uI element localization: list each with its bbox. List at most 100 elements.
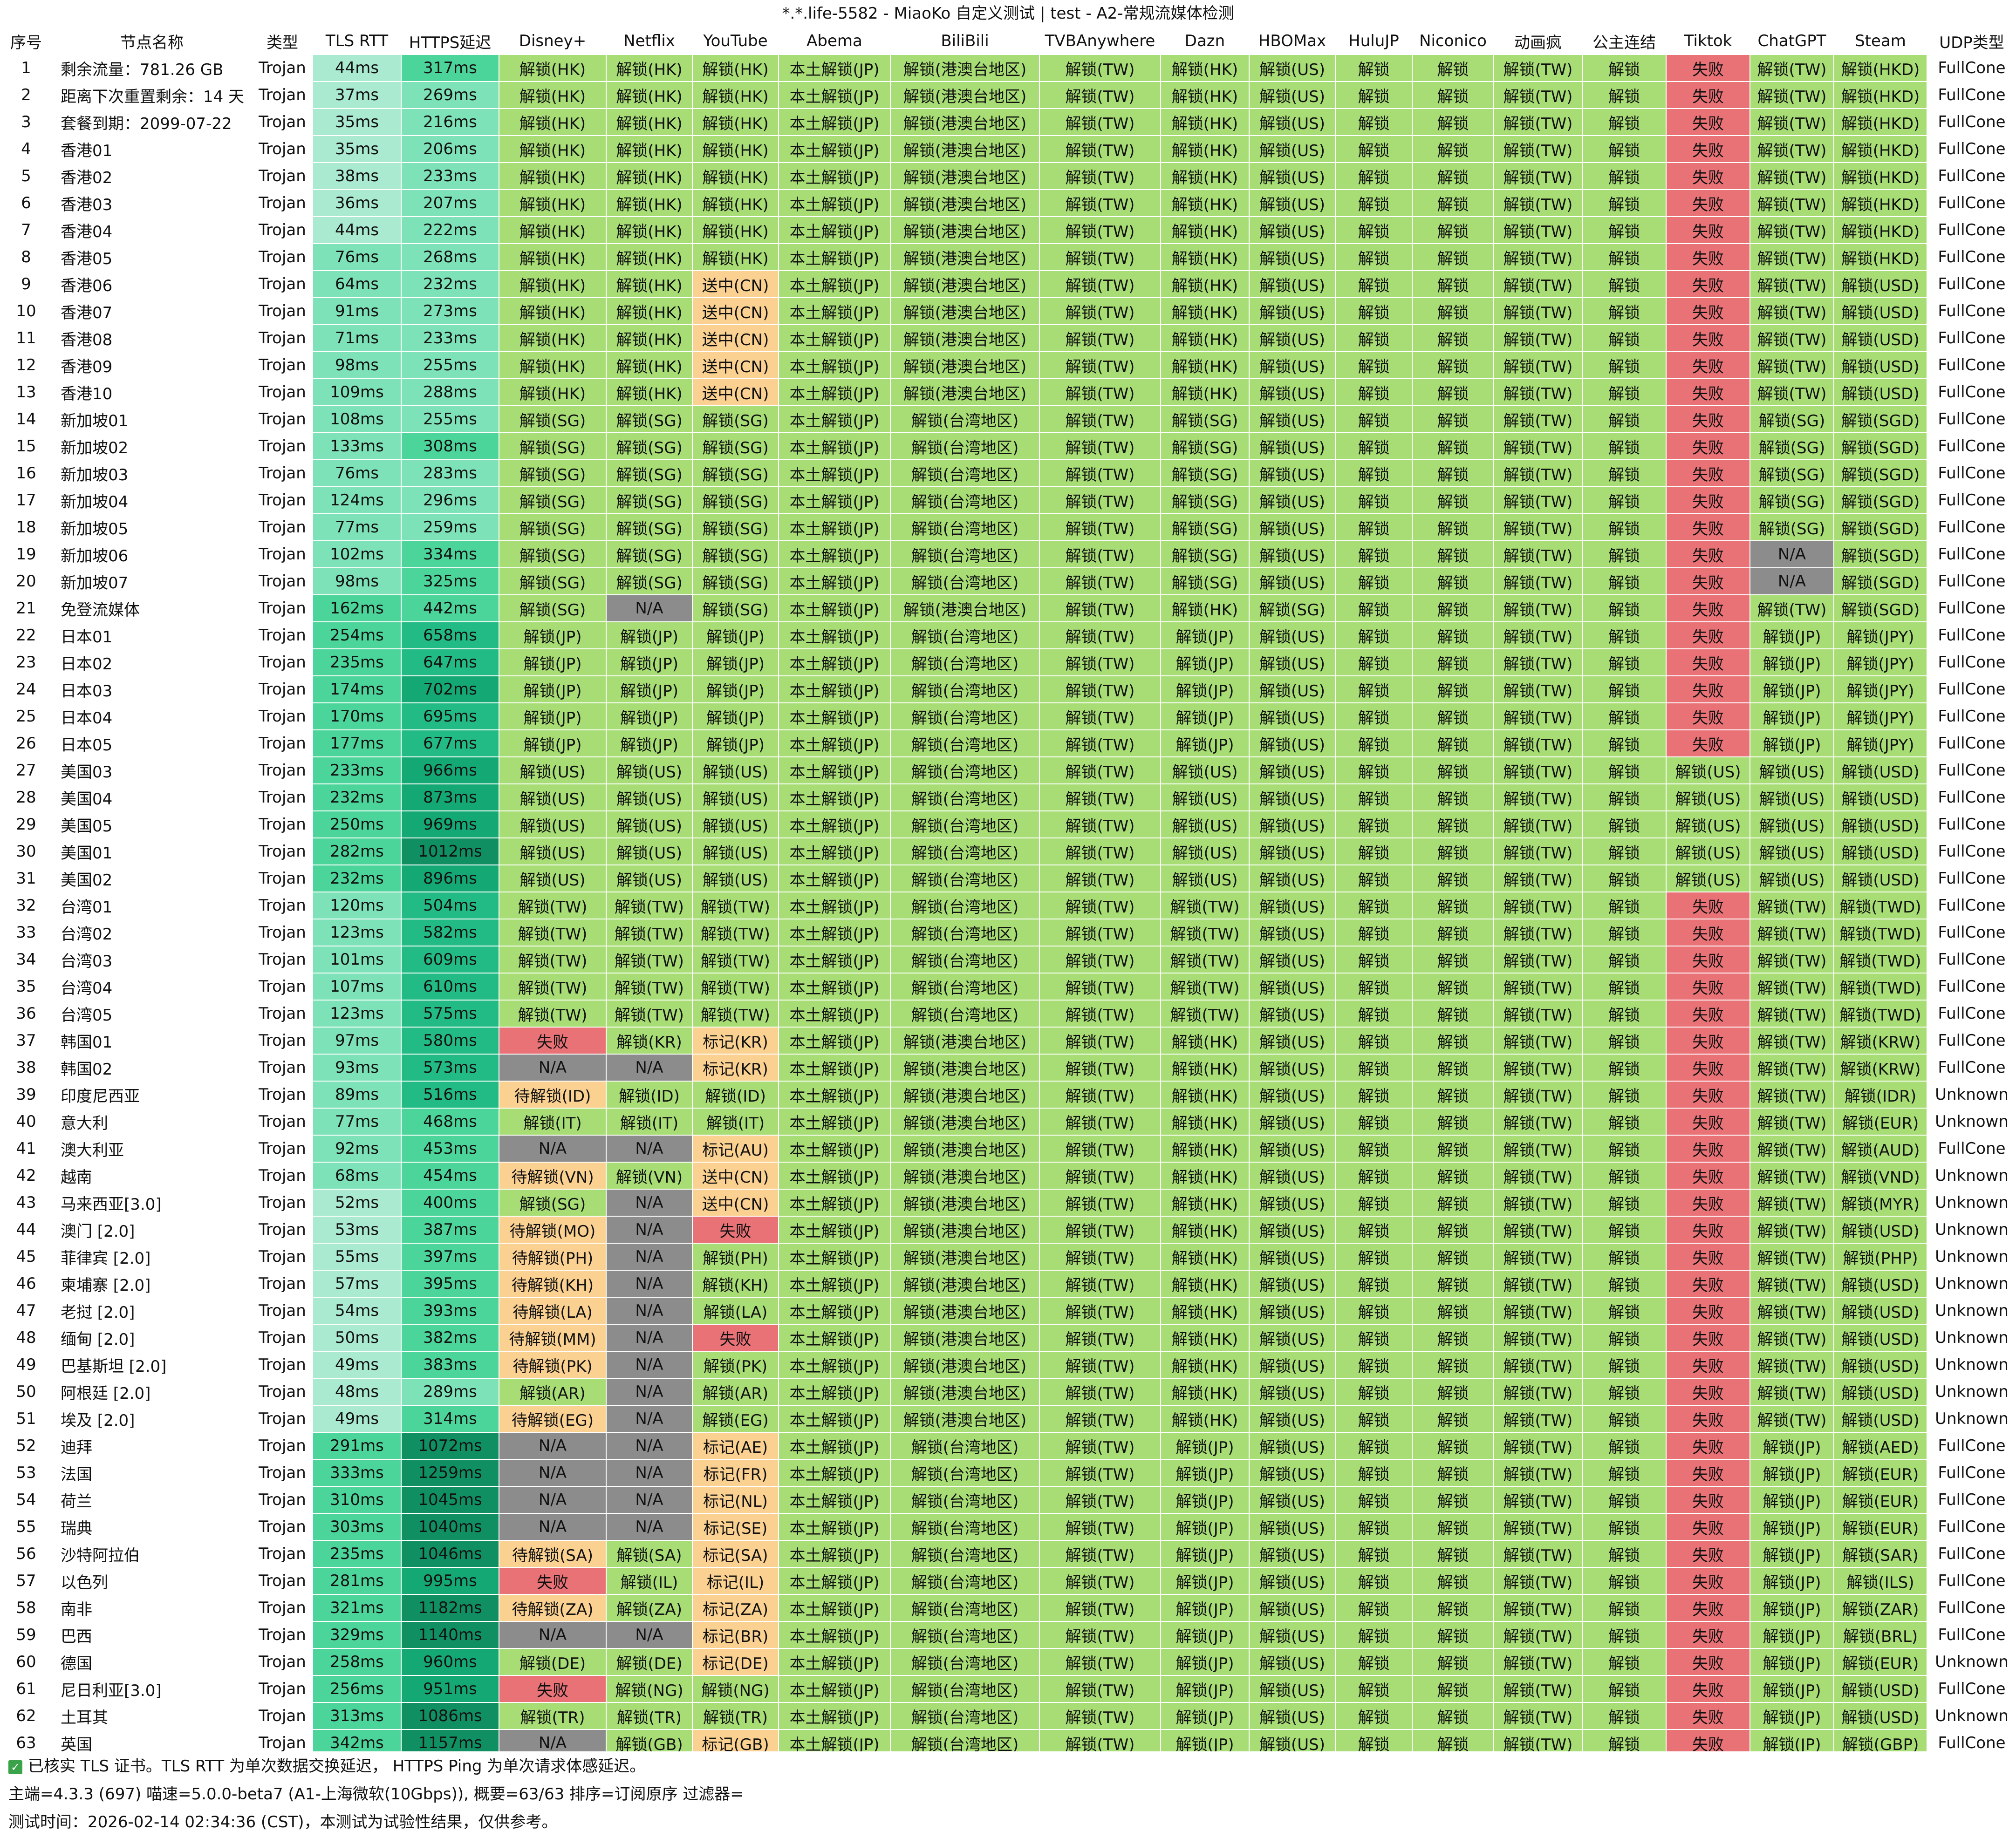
table-row[interactable]: 62 土耳其 Trojan 313ms 1086ms 解锁(TR) 解锁(TR) 解锁(TR)… bbox=[0, 1702, 2016, 1730]
table-row[interactable]: 15 新加坡02 Trojan 133ms 308ms 解锁(SG) 解锁(SG) 解锁(SG… bbox=[0, 432, 2016, 460]
table-row[interactable]: 41 澳大利亚 Trojan 92ms 453ms N/A N/A 标记(AU) 本土解锁(JP… bbox=[0, 1135, 2016, 1163]
table-row[interactable]: 5 香港02 Trojan 38ms 233ms 解锁(HK) 解锁(HK) 解锁(HK) 本土… bbox=[0, 162, 2016, 190]
unlock-status-cell: 解锁(US) bbox=[606, 756, 693, 784]
row-index-cell: 32 bbox=[0, 892, 52, 919]
column-header[interactable]: Netflix bbox=[606, 27, 693, 55]
table-row[interactable]: 47 老挝 [2.0] Trojan 54ms 393ms 待解锁(LA) N/A 解锁(LA… bbox=[0, 1297, 2016, 1325]
column-header[interactable]: TLS RTT bbox=[312, 27, 402, 55]
table-row[interactable]: 9 香港06 Trojan 64ms 232ms 解锁(HK) 解锁(HK) 送中(CN) 本土… bbox=[0, 270, 2016, 298]
column-header[interactable]: Niconico bbox=[1412, 27, 1494, 55]
table-row[interactable]: 38 韩国02 Trojan 93ms 573ms N/A N/A 标记(KR) 本土解锁(JP… bbox=[0, 1054, 2016, 1082]
unlock-status-cell: 标记(AU) bbox=[692, 1135, 779, 1163]
table-row[interactable]: 56 沙特阿拉伯 Trojan 235ms 1046ms 待解锁(SA) 解锁(SA) 标记(… bbox=[0, 1540, 2016, 1568]
table-row[interactable]: 19 新加坡06 Trojan 102ms 334ms 解锁(SG) 解锁(SG) 解锁(SG… bbox=[0, 540, 2016, 568]
table-row[interactable]: 8 香港05 Trojan 76ms 268ms 解锁(HK) 解锁(HK) 解锁(HK) 本土… bbox=[0, 243, 2016, 271]
table-row[interactable]: 32 台湾01 Trojan 120ms 504ms 解锁(TW) 解锁(TW) 解锁(TW)… bbox=[0, 892, 2016, 919]
table-row[interactable]: 18 新加坡05 Trojan 77ms 259ms 解锁(SG) 解锁(SG) 解锁(SG)… bbox=[0, 513, 2016, 541]
column-header[interactable]: HTTPS延迟 bbox=[401, 27, 499, 55]
unlock-status-cell: 解锁(HK) bbox=[606, 378, 693, 406]
column-header[interactable]: HBOMax bbox=[1249, 27, 1336, 55]
table-row[interactable]: 46 柬埔寨 [2.0] Trojan 57ms 395ms 待解锁(KH) N/A 解锁(K… bbox=[0, 1270, 2016, 1298]
table-row[interactable]: 21 免登流媒体 Trojan 162ms 442ms 解锁(SG) N/A 解锁(SG) 本土… bbox=[0, 594, 2016, 622]
unlock-status-cell: N/A bbox=[499, 1054, 607, 1082]
column-header[interactable]: YouTube bbox=[692, 27, 779, 55]
https-latency-cell: 1140ms bbox=[401, 1621, 499, 1649]
table-row[interactable]: 28 美国04 Trojan 232ms 873ms 解锁(US) 解锁(US) 解锁(US)… bbox=[0, 783, 2016, 811]
table-row[interactable]: 6 香港03 Trojan 36ms 207ms 解锁(HK) 解锁(HK) 解锁(HK) 本土… bbox=[0, 189, 2016, 217]
table-row[interactable]: 40 意大利 Trojan 77ms 468ms 解锁(IT) 解锁(IT) 解锁(IT) 本土… bbox=[0, 1108, 2016, 1136]
udp-type-cell: FullCone bbox=[1927, 378, 2016, 406]
table-row[interactable]: 12 香港09 Trojan 98ms 255ms 解锁(HK) 解锁(HK) 送中(CN) 本… bbox=[0, 351, 2016, 379]
unlock-status-cell: 待解锁(SA) bbox=[499, 1540, 607, 1568]
table-row[interactable]: 44 澳门 [2.0] Trojan 53ms 387ms 待解锁(MO) N/A 失败 本土解… bbox=[0, 1216, 2016, 1244]
table-row[interactable]: 58 南非 Trojan 321ms 1182ms 待解锁(ZA) 解锁(ZA) 标记(ZA)… bbox=[0, 1594, 2016, 1622]
tls-rtt-cell: 68ms bbox=[312, 1162, 402, 1190]
table-row[interactable]: 2 距离下次重置剩余：14 天 Trojan 37ms 269ms 解锁(HK) 解锁(HK… bbox=[0, 81, 2016, 109]
unlock-status-cell: 解锁(EUR) bbox=[1833, 1108, 1927, 1136]
table-row[interactable]: 20 新加坡07 Trojan 98ms 325ms 解锁(SG) 解锁(SG) 解锁(SG)… bbox=[0, 567, 2016, 595]
table-row[interactable]: 26 日本05 Trojan 177ms 677ms 解锁(JP) 解锁(JP) 解锁(JP)… bbox=[0, 729, 2016, 757]
table-row[interactable]: 53 法国 Trojan 333ms 1259ms N/A N/A 标记(FR) 本土解锁(JP… bbox=[0, 1459, 2016, 1487]
table-row[interactable]: 57 以色列 Trojan 281ms 995ms 失败 解锁(IL) 标记(IL) 本土解锁(… bbox=[0, 1567, 2016, 1595]
table-row[interactable]: 51 埃及 [2.0] Trojan 49ms 314ms 待解锁(EG) N/A 解锁(EG… bbox=[0, 1405, 2016, 1433]
table-row[interactable]: 4 香港01 Trojan 35ms 206ms 解锁(HK) 解锁(HK) 解锁(HK) 本土… bbox=[0, 135, 2016, 163]
table-row[interactable]: 33 台湾02 Trojan 123ms 582ms 解锁(TW) 解锁(TW) 解锁(TW)… bbox=[0, 919, 2016, 946]
table-row[interactable]: 1 剩余流量：781.26 GB Trojan 44ms 317ms 解锁(HK) 解锁(H… bbox=[0, 54, 2016, 82]
table-row[interactable]: 39 印度尼西亚 Trojan 89ms 516ms 待解锁(ID) 解锁(ID) 解锁(ID… bbox=[0, 1081, 2016, 1109]
column-header[interactable]: ChatGPT bbox=[1749, 27, 1834, 55]
protocol-cell: Trojan bbox=[252, 459, 313, 487]
table-row[interactable]: 42 越南 Trojan 68ms 454ms 待解锁(VN) 解锁(VN) 送中(CN) 本土… bbox=[0, 1162, 2016, 1190]
table-row[interactable]: 23 日本02 Trojan 235ms 647ms 解锁(JP) 解锁(JP) 解锁(JP)… bbox=[0, 648, 2016, 676]
table-row[interactable]: 52 迪拜 Trojan 291ms 1072ms N/A N/A 标记(AE) 本土解锁(JP… bbox=[0, 1432, 2016, 1460]
unlock-status-cell: 解锁(港澳台地区) bbox=[890, 81, 1040, 109]
column-header[interactable]: HuluJP bbox=[1335, 27, 1413, 55]
https-latency-cell: 273ms bbox=[401, 297, 499, 325]
column-header[interactable]: BiliBili bbox=[890, 27, 1040, 55]
table-row[interactable]: 11 香港08 Trojan 71ms 233ms 解锁(HK) 解锁(HK) 送中(CN) 本… bbox=[0, 324, 2016, 352]
table-row[interactable]: 3 套餐到期：2099-07-22 Trojan 35ms 216ms 解锁(HK) 解锁(… bbox=[0, 108, 2016, 136]
tls-rtt-cell: 101ms bbox=[312, 946, 402, 973]
table-row[interactable]: 27 美国03 Trojan 233ms 966ms 解锁(US) 解锁(US) 解锁(US)… bbox=[0, 756, 2016, 784]
table-row[interactable]: 55 瑞典 Trojan 303ms 1040ms N/A N/A 标记(SE) 本土解锁(JP… bbox=[0, 1513, 2016, 1541]
unlock-status-cell: 本土解锁(JP) bbox=[778, 1540, 891, 1568]
table-row[interactable]: 30 美国01 Trojan 282ms 1012ms 解锁(US) 解锁(US) 解锁(US… bbox=[0, 837, 2016, 865]
column-header[interactable]: TVBAnywhere bbox=[1039, 27, 1161, 55]
table-row[interactable]: 48 缅甸 [2.0] Trojan 50ms 382ms 待解锁(MM) N/A 失败 本土解… bbox=[0, 1324, 2016, 1352]
table-row[interactable]: 7 香港04 Trojan 44ms 222ms 解锁(HK) 解锁(HK) 解锁(HK) 本土… bbox=[0, 216, 2016, 244]
table-row[interactable]: 34 台湾03 Trojan 101ms 609ms 解锁(TW) 解锁(TW) 解锁(TW)… bbox=[0, 946, 2016, 973]
table-row[interactable]: 45 菲律宾 [2.0] Trojan 55ms 397ms 待解锁(PH) N/A 解锁(P… bbox=[0, 1243, 2016, 1271]
table-row[interactable]: 43 马来西亚[3.0] Trojan 52ms 400ms 解锁(SG) N/A 送中(CN… bbox=[0, 1189, 2016, 1217]
table-row[interactable]: 22 日本01 Trojan 254ms 658ms 解锁(JP) 解锁(JP) 解锁(JP)… bbox=[0, 621, 2016, 649]
table-row[interactable]: 16 新加坡03 Trojan 76ms 283ms 解锁(SG) 解锁(SG) 解锁(SG)… bbox=[0, 459, 2016, 487]
table-row[interactable]: 61 尼日利亚[3.0] Trojan 256ms 951ms 失败 解锁(NG) 解锁(NG… bbox=[0, 1675, 2016, 1703]
column-header[interactable]: Abema bbox=[778, 27, 891, 55]
column-header[interactable]: 公主连结 bbox=[1582, 27, 1667, 55]
table-row[interactable]: 37 韩国01 Trojan 97ms 580ms 失败 解锁(KR) 标记(KR) 本土解锁(… bbox=[0, 1027, 2016, 1055]
column-header[interactable]: Dazn bbox=[1160, 27, 1250, 55]
table-row[interactable]: 25 日本04 Trojan 170ms 695ms 解锁(JP) 解锁(JP) 解锁(JP)… bbox=[0, 702, 2016, 730]
table-row[interactable]: 31 美国02 Trojan 232ms 896ms 解锁(US) 解锁(US) 解锁(US)… bbox=[0, 865, 2016, 892]
column-header[interactable]: Steam bbox=[1833, 27, 1927, 55]
column-header[interactable]: Disney+ bbox=[499, 27, 607, 55]
table-row[interactable]: 24 日本03 Trojan 174ms 702ms 解锁(JP) 解锁(JP) 解锁(JP)… bbox=[0, 675, 2016, 703]
table-row[interactable]: 13 香港10 Trojan 109ms 288ms 解锁(HK) 解锁(HK) 送中(CN)… bbox=[0, 378, 2016, 406]
unlock-status-cell: 解锁(SGD) bbox=[1833, 567, 1927, 595]
table-row[interactable]: 14 新加坡01 Trojan 108ms 255ms 解锁(SG) 解锁(SG) 解锁(SG… bbox=[0, 405, 2016, 433]
table-row[interactable]: 29 美国05 Trojan 250ms 969ms 解锁(US) 解锁(US) 解锁(US)… bbox=[0, 810, 2016, 838]
column-header[interactable]: 动画疯 bbox=[1493, 27, 1583, 55]
table-row[interactable]: 50 阿根廷 [2.0] Trojan 48ms 289ms 解锁(AR) N/A 解锁(AR… bbox=[0, 1378, 2016, 1406]
table-row[interactable]: 54 荷兰 Trojan 310ms 1045ms N/A N/A 标记(NL) 本土解锁(JP… bbox=[0, 1486, 2016, 1514]
table-row[interactable]: 49 巴基斯坦 [2.0] Trojan 49ms 383ms 待解锁(PK) N/A 解锁(… bbox=[0, 1351, 2016, 1379]
table-row[interactable]: 35 台湾04 Trojan 107ms 610ms 解锁(TW) 解锁(TW) 解锁(TW)… bbox=[0, 973, 2016, 1001]
table-row[interactable]: 36 台湾05 Trojan 123ms 575ms 解锁(TW) 解锁(TW) 解锁(TW)… bbox=[0, 1000, 2016, 1028]
table-row[interactable]: 60 德国 Trojan 258ms 960ms 解锁(DE) 解锁(DE) 标记(DE) 本土… bbox=[0, 1648, 2016, 1676]
column-header[interactable]: 序号 bbox=[0, 27, 52, 55]
column-header[interactable]: 类型 bbox=[252, 27, 313, 55]
column-header[interactable]: 节点名称 bbox=[51, 27, 253, 55]
column-header[interactable]: Tiktok bbox=[1666, 27, 1750, 55]
column-header[interactable]: UDP类型 bbox=[1927, 27, 2016, 55]
table-row[interactable]: 17 新加坡04 Trojan 124ms 296ms 解锁(SG) 解锁(SG) 解锁(SG… bbox=[0, 486, 2016, 514]
row-index-cell: 50 bbox=[0, 1378, 52, 1406]
table-row[interactable]: 10 香港07 Trojan 91ms 273ms 解锁(HK) 解锁(HK) 送中(CN) 本… bbox=[0, 297, 2016, 325]
table-row[interactable]: 59 巴西 Trojan 329ms 1140ms N/A N/A 标记(BR) 本土解锁(JP… bbox=[0, 1621, 2016, 1649]
